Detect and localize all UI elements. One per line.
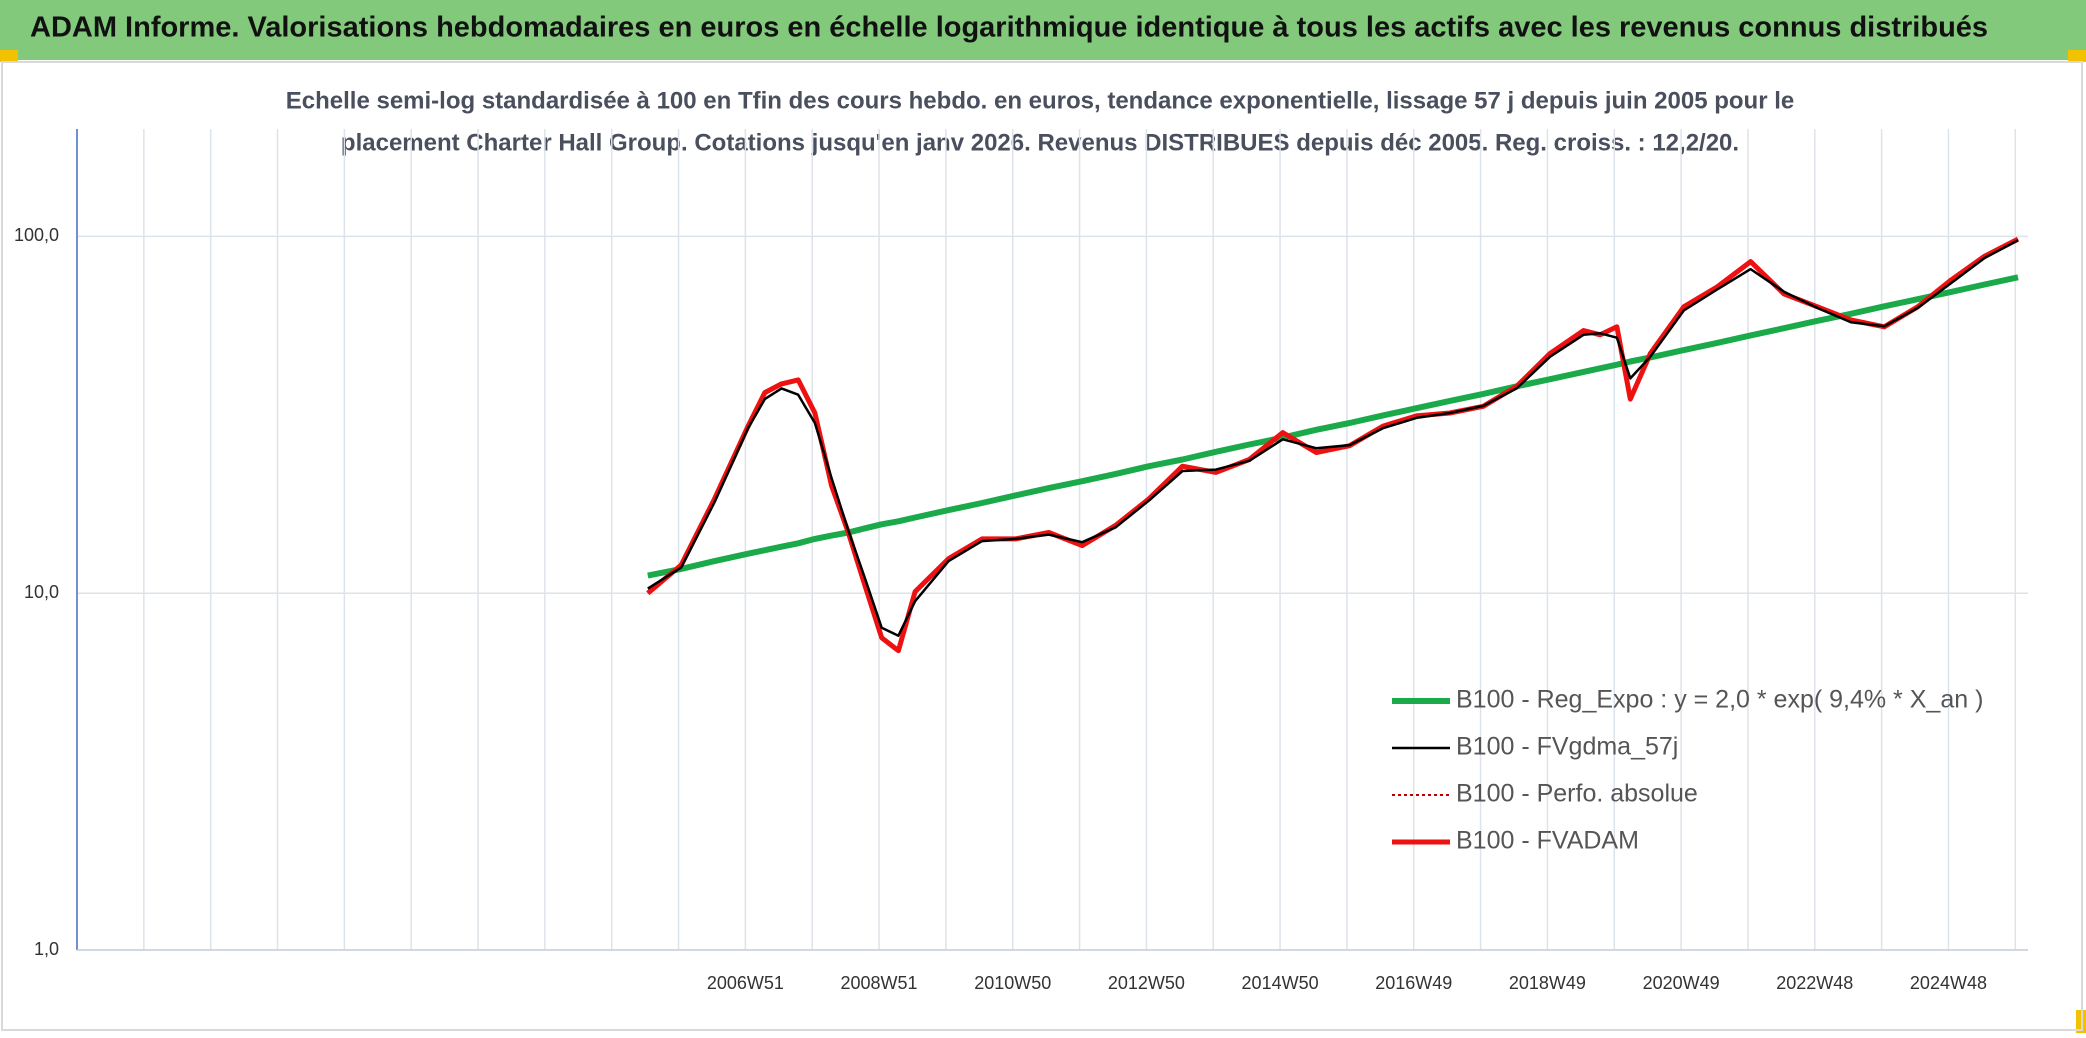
corner-mark bbox=[0, 50, 18, 62]
legend-label: B100 - FVADAM bbox=[1456, 827, 1639, 855]
legend-label: B100 - FVgdma_57j bbox=[1456, 733, 1678, 761]
chart-subtitle: Echelle semi-log standardisée à 100 en T… bbox=[286, 87, 1794, 114]
x-tick-label: 2022W48 bbox=[1776, 973, 1853, 993]
x-tick-label: 2010W50 bbox=[974, 973, 1051, 993]
series-line bbox=[647, 238, 2019, 652]
corner-mark bbox=[2068, 50, 2086, 62]
chart-border bbox=[1, 61, 2083, 1031]
x-tick-label: 2014W50 bbox=[1242, 973, 1319, 993]
x-tick-label: 2018W49 bbox=[1509, 973, 1586, 993]
series-line bbox=[647, 239, 2019, 637]
series-line bbox=[646, 236, 2020, 654]
series-line bbox=[647, 274, 2019, 579]
legend-label: B100 - Reg_Expo : y = 2,0 * exp( 9,4% * … bbox=[1456, 686, 1983, 714]
x-tick-label: 2016W49 bbox=[1375, 973, 1452, 993]
chart-title: ADAM Informe. Valorisations hebdomadaire… bbox=[30, 12, 1988, 44]
x-tick-label: 2024W48 bbox=[1910, 973, 1987, 993]
title-bar bbox=[0, 0, 2086, 60]
legend-label: B100 - Perfo. absolue bbox=[1456, 780, 1698, 808]
y-tick-label: 1,0 bbox=[34, 939, 59, 959]
y-tick-label: 10,0 bbox=[24, 582, 59, 602]
x-tick-label: 2012W50 bbox=[1108, 973, 1185, 993]
x-tick-label: 2008W51 bbox=[841, 973, 918, 993]
x-tick-label: 2020W49 bbox=[1643, 973, 1720, 993]
chart-subtitle: placement Charter Hall Group. Cotations … bbox=[341, 129, 1739, 156]
y-tick-label: 100,0 bbox=[14, 225, 59, 245]
x-tick-label: 2006W51 bbox=[707, 973, 784, 993]
